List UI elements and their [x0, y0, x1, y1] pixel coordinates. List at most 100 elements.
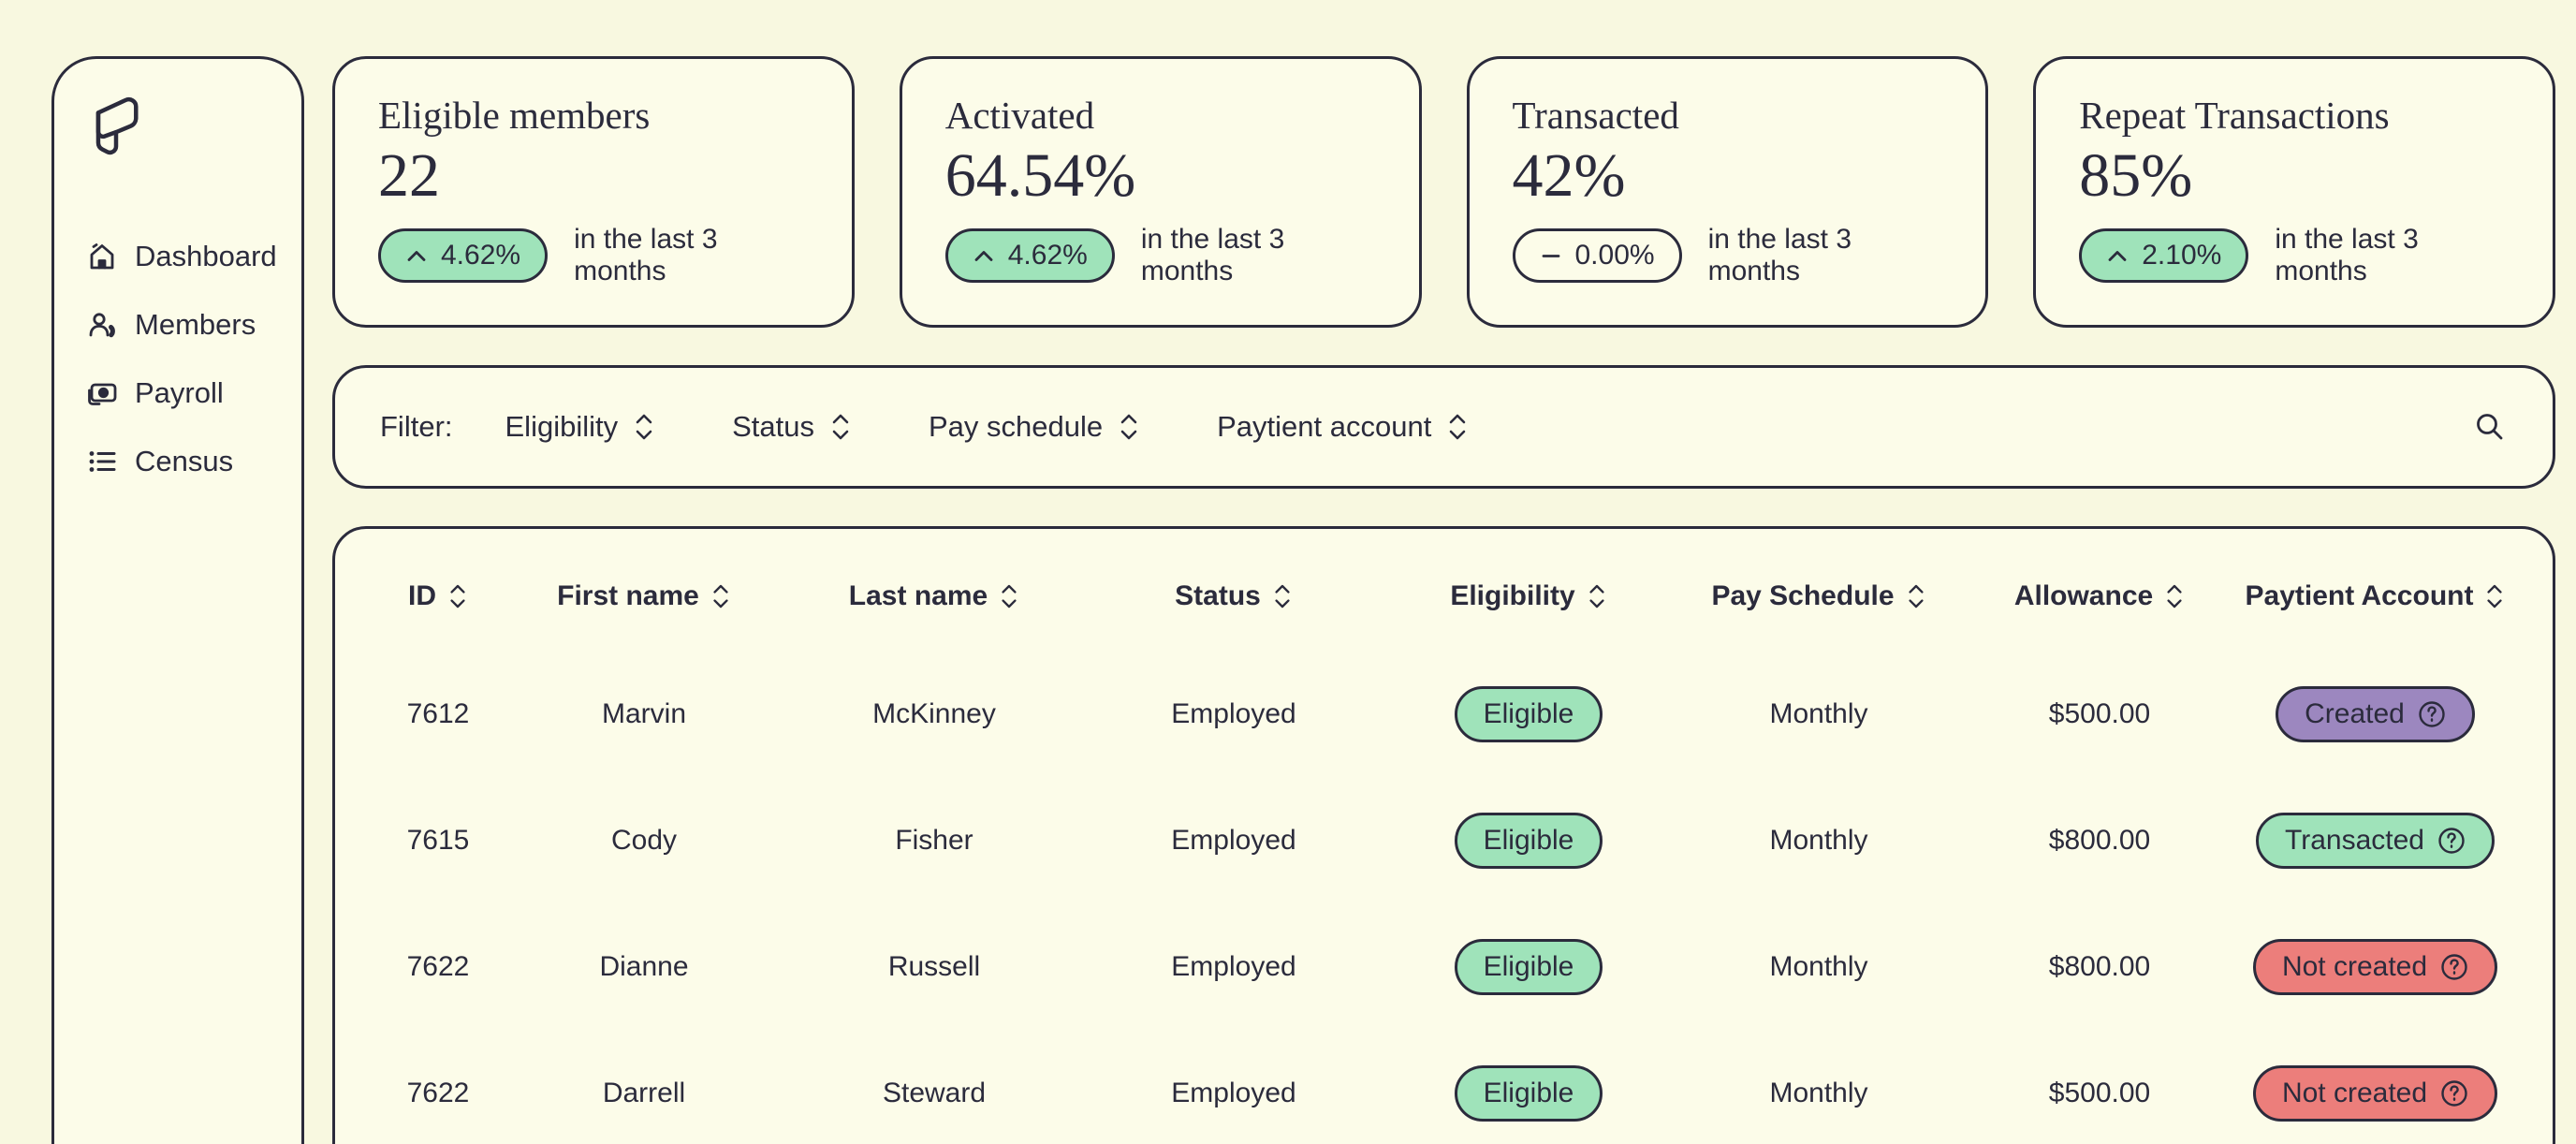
cell-eligibility: Eligible — [1383, 938, 1674, 995]
sort-icon[interactable] — [1906, 582, 1926, 610]
sidebar-item-label: Census — [135, 444, 234, 477]
change-badge: 4.62% — [944, 228, 1115, 283]
stat-value: 22 — [378, 141, 440, 210]
cell-allowance: $500.00 — [2048, 697, 2151, 729]
stat-cards: Eligible members 22 4.62% in the last 3 … — [332, 56, 2555, 328]
change-value: 2.10% — [2142, 240, 2222, 271]
sort-icon[interactable] — [447, 582, 468, 610]
column-header-status[interactable]: Status — [1084, 580, 1383, 612]
column-header-eligibility[interactable]: Eligibility — [1383, 580, 1674, 612]
paytient-account-badge[interactable]: Transacted — [2256, 812, 2495, 869]
cell-first-name: Cody — [610, 824, 678, 856]
sidebar-item-label: Dashboard — [135, 239, 277, 272]
stat-footer: 0.00% in the last 3 months — [1512, 224, 1943, 287]
help-icon[interactable] — [2418, 700, 2446, 728]
list-icon — [89, 450, 116, 472]
change-badge: 2.10% — [2079, 228, 2249, 283]
cell-pay-schedule: Monthly — [1769, 824, 1868, 856]
cell-pay-schedule: Monthly — [1769, 950, 1868, 982]
eligibility-badge: Eligible — [1454, 1064, 1603, 1122]
filter-dropdown-pay-schedule[interactable]: Pay schedule — [929, 410, 1140, 444]
cell-paytient-account: Not created — [2235, 1064, 2515, 1122]
stat-period: in the last 3 months — [1140, 224, 1285, 286]
cell-paytient-account: Not created — [2235, 938, 2515, 995]
change-value: 4.62% — [441, 240, 521, 271]
cell-eligibility: Eligible — [1383, 685, 1674, 742]
stat-title: Eligible members — [378, 94, 651, 137]
chevron-up-down-icon — [1450, 414, 1466, 440]
table-row[interactable]: 7615 Cody Fisher Employed Eligible Month… — [373, 777, 2515, 903]
sidebar-item-label: Payroll — [135, 375, 224, 409]
paytient-account-badge[interactable]: Created — [2276, 685, 2475, 742]
stat-period: in the last 3 months — [1707, 224, 1852, 286]
sort-icon[interactable] — [2164, 582, 2185, 610]
cell-last-name: Steward — [882, 1077, 987, 1108]
change-value: 4.62% — [1007, 240, 1088, 271]
filter-bar: Filter: Eligibility Status Pay schedule … — [332, 365, 2555, 489]
members-icon — [89, 312, 115, 337]
sidebar-item-census[interactable]: Census — [86, 427, 301, 495]
help-icon[interactable] — [2437, 827, 2466, 855]
cell-id: 7622 — [406, 950, 470, 982]
filter-dropdown-label: Status — [732, 410, 814, 443]
sidebar: Dashboard Members Payroll — [51, 56, 304, 1144]
help-icon[interactable] — [2440, 953, 2468, 981]
change-value: 0.00% — [1574, 240, 1655, 271]
column-header-first-name[interactable]: First name — [504, 580, 784, 612]
stat-value: 42% — [1512, 141, 1626, 210]
table-header-row: ID First name Last name Status Eligibili… — [373, 529, 2515, 651]
stat-value: 64.54% — [944, 141, 1136, 210]
column-header-paytient-account[interactable]: Paytient Account — [2235, 580, 2515, 612]
table-row[interactable]: 7612 Marvin McKinney Employed Eligible M… — [373, 651, 2515, 777]
stat-card-repeat-transactions: Repeat Transactions 85% 2.10% in the las… — [2033, 56, 2555, 328]
table-row[interactable]: 7622 Dianne Russell Employed Eligible Mo… — [373, 903, 2515, 1030]
cell-paytient-account: Created — [2235, 685, 2515, 742]
column-header-id[interactable]: ID — [373, 580, 504, 612]
filter-dropdown-paytient-account[interactable]: Paytient account — [1217, 410, 1469, 444]
cell-eligibility: Eligible — [1383, 812, 1674, 869]
paytient-account-badge[interactable]: Not created — [2252, 1064, 2498, 1122]
cell-first-name: Darrell — [602, 1077, 686, 1108]
sort-icon[interactable] — [710, 582, 731, 610]
cell-id: 7612 — [406, 697, 470, 729]
sort-icon[interactable] — [1587, 582, 1607, 610]
search-icon[interactable] — [2472, 409, 2508, 445]
change-badge: 0.00% — [1512, 228, 1682, 283]
main-content: Eligible members 22 4.62% in the last 3 … — [332, 56, 2555, 1144]
cell-first-name: Dianne — [599, 950, 689, 982]
eligibility-badge: Eligible — [1454, 938, 1603, 995]
stat-title: Repeat Transactions — [2079, 94, 2390, 137]
filter-dropdown-status[interactable]: Status — [732, 410, 852, 444]
cell-status: Employed — [1171, 1077, 1296, 1108]
sidebar-item-members[interactable]: Members — [86, 290, 301, 359]
stat-title: Activated — [944, 94, 1095, 137]
column-header-pay-schedule[interactable]: Pay Schedule — [1674, 580, 1964, 612]
stat-card-transacted: Transacted 42% 0.00% in the last 3 month… — [1466, 56, 1989, 328]
sort-icon[interactable] — [2484, 582, 2505, 610]
paytient-logo[interactable] — [90, 93, 142, 160]
cell-last-name: Russell — [887, 950, 981, 982]
table-row[interactable]: 7622 Darrell Steward Employed Eligible M… — [373, 1030, 2515, 1144]
help-icon[interactable] — [2440, 1079, 2468, 1107]
chevron-up-icon — [407, 250, 426, 261]
column-header-last-name[interactable]: Last name — [784, 580, 1084, 612]
sort-icon[interactable] — [999, 582, 1019, 610]
paytient-account-badge[interactable]: Not created — [2252, 938, 2498, 995]
sidebar-item-payroll[interactable]: Payroll — [86, 359, 301, 427]
stat-card-activated: Activated 64.54% 4.62% in the last 3 mon… — [899, 56, 1422, 328]
sort-icon[interactable] — [1272, 582, 1293, 610]
chevron-up-down-icon — [636, 414, 652, 440]
cell-status: Employed — [1171, 824, 1296, 856]
filter-dropdown-eligibility[interactable]: Eligibility — [505, 410, 656, 444]
stat-title: Transacted — [1512, 94, 1679, 137]
stat-footer: 2.10% in the last 3 months — [2079, 224, 2510, 287]
sidebar-item-dashboard[interactable]: Dashboard — [86, 222, 301, 290]
cell-allowance: $800.00 — [2048, 950, 2151, 982]
stat-footer: 4.62% in the last 3 months — [378, 224, 809, 287]
filter-dropdown-label: Eligibility — [505, 410, 619, 443]
chevron-up-down-icon — [1120, 414, 1137, 440]
cell-last-name: Fisher — [895, 824, 973, 856]
cell-status: Employed — [1171, 950, 1296, 982]
column-header-allowance[interactable]: Allowance — [1964, 580, 2235, 612]
cell-status: Employed — [1171, 697, 1296, 729]
